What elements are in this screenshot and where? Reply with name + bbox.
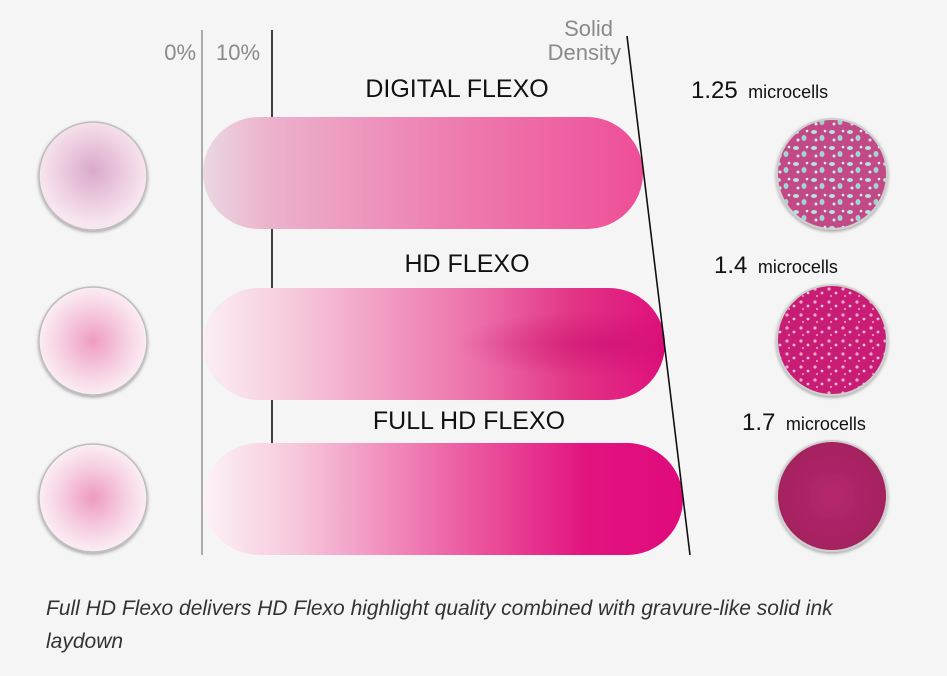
full-hd-flexo-density-bar [203, 443, 683, 555]
solid-density-line [626, 35, 691, 556]
full-hd-flexo-microcell-image [776, 440, 888, 552]
figure-caption: Full HD Flexo delivers HD Flexo highligh… [46, 597, 833, 653]
hd-flexo-density-bar-shade [203, 288, 665, 400]
full-hd-flexo-density-unit: microcells [786, 414, 866, 434]
digital-flexo-density-unit: microcells [748, 82, 828, 102]
full-hd-flexo-dot-sample [38, 443, 148, 553]
solid-density-label-line2: Density [548, 40, 621, 65]
hd-flexo-density-value: 1.4 [714, 252, 747, 279]
hd-flexo-density-readout: 1.4 microcells [714, 252, 838, 279]
digital-flexo-dot-sample [38, 121, 148, 231]
full-hd-flexo-title: FULL HD FLEXO [373, 407, 565, 435]
zero-percent-label: 0% [164, 40, 196, 65]
digital-flexo-title: DIGITAL FLEXO [365, 75, 548, 103]
hd-flexo-title: HD FLEXO [404, 250, 529, 278]
digital-flexo-density-value: 1.25 [691, 77, 738, 104]
full-hd-flexo-density-readout: 1.7 microcells [742, 409, 866, 436]
full-hd-flexo-density-value: 1.7 [742, 409, 775, 436]
hd-flexo-density-unit: microcells [758, 257, 838, 277]
ten-percent-label: 10% [216, 40, 260, 65]
digital-flexo-density-bar [203, 117, 643, 229]
solid-density-label-line1: Solid [564, 16, 613, 41]
hd-flexo-microcell-image [776, 284, 888, 396]
digital-flexo-microcell-image [776, 118, 888, 230]
hd-flexo-dot-sample [38, 286, 148, 396]
digital-flexo-density-readout: 1.25 microcells [691, 77, 828, 104]
